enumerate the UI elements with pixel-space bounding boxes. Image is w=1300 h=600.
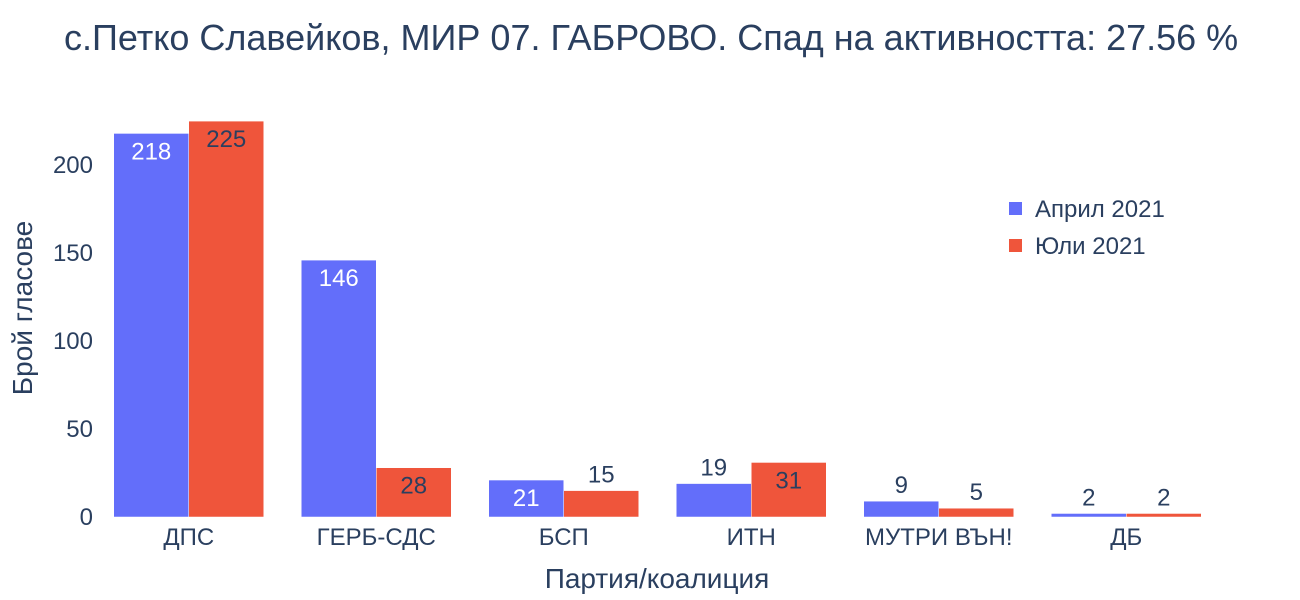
bar xyxy=(563,490,639,518)
bar xyxy=(488,479,564,518)
bar-value-label: 28 xyxy=(400,473,427,500)
legend-swatch xyxy=(1009,239,1022,252)
bar xyxy=(1126,513,1202,518)
bar-value-labels: 218 146 21 19 9 2 225 28 15 31 5 2 xyxy=(131,126,1170,512)
legend: Април 2021 Юли 2021 xyxy=(1009,196,1165,260)
x-tick-label: МУТРИ ВЪН! xyxy=(865,524,1012,551)
y-axis-title: Брой гласове xyxy=(7,221,38,395)
chart-title: с.Петко Славейков, МИР 07. ГАБРОВО. Спад… xyxy=(64,17,1239,58)
plot-area xyxy=(113,120,1202,518)
bar xyxy=(376,467,452,518)
x-axis-ticks: ДПС ГЕРБ-СДС БСП ИТН МУТРИ ВЪН! ДБ xyxy=(163,524,1142,551)
x-tick-label: ДПС xyxy=(163,524,214,551)
bar-value-label: 9 xyxy=(895,472,908,499)
x-tick-label: ДБ xyxy=(1110,524,1142,551)
y-tick-label: 100 xyxy=(53,328,93,355)
x-tick-label: БСП xyxy=(539,524,589,551)
bar-value-label: 225 xyxy=(206,126,246,153)
y-axis-ticks: 0 50 100 150 200 xyxy=(53,152,93,531)
legend-label: Юли 2021 xyxy=(1035,233,1146,260)
bar-value-label: 5 xyxy=(970,479,983,506)
y-tick-label: 50 xyxy=(66,416,93,443)
bar-value-label: 146 xyxy=(319,265,359,292)
bar-value-label: 19 xyxy=(700,455,727,482)
legend-item[interactable]: Юли 2021 xyxy=(1009,233,1146,260)
bar xyxy=(938,507,1014,518)
y-tick-label: 150 xyxy=(53,240,93,267)
x-axis-title: Партия/коалиция xyxy=(545,563,770,594)
legend-label: Април 2021 xyxy=(1035,196,1165,223)
bar-value-label: 21 xyxy=(513,485,540,512)
x-tick-label: ГЕРБ-СДС xyxy=(317,524,436,551)
bar xyxy=(676,483,752,518)
x-tick-label: ИТН xyxy=(727,524,776,551)
bar xyxy=(1051,513,1127,518)
bar xyxy=(863,500,939,518)
legend-swatch xyxy=(1009,202,1022,215)
bar-value-label: 2 xyxy=(1082,484,1095,511)
bar-value-label: 15 xyxy=(588,462,615,489)
bar xyxy=(751,462,827,518)
bar-value-label: 31 xyxy=(775,467,802,494)
bar-value-label: 2 xyxy=(1157,484,1170,511)
y-tick-label: 200 xyxy=(53,152,93,179)
legend-item[interactable]: Април 2021 xyxy=(1009,196,1165,223)
bar xyxy=(188,120,264,518)
bar xyxy=(301,259,377,518)
bar-value-label: 218 xyxy=(131,138,171,165)
y-tick-label: 0 xyxy=(80,504,93,531)
bar xyxy=(113,133,189,518)
